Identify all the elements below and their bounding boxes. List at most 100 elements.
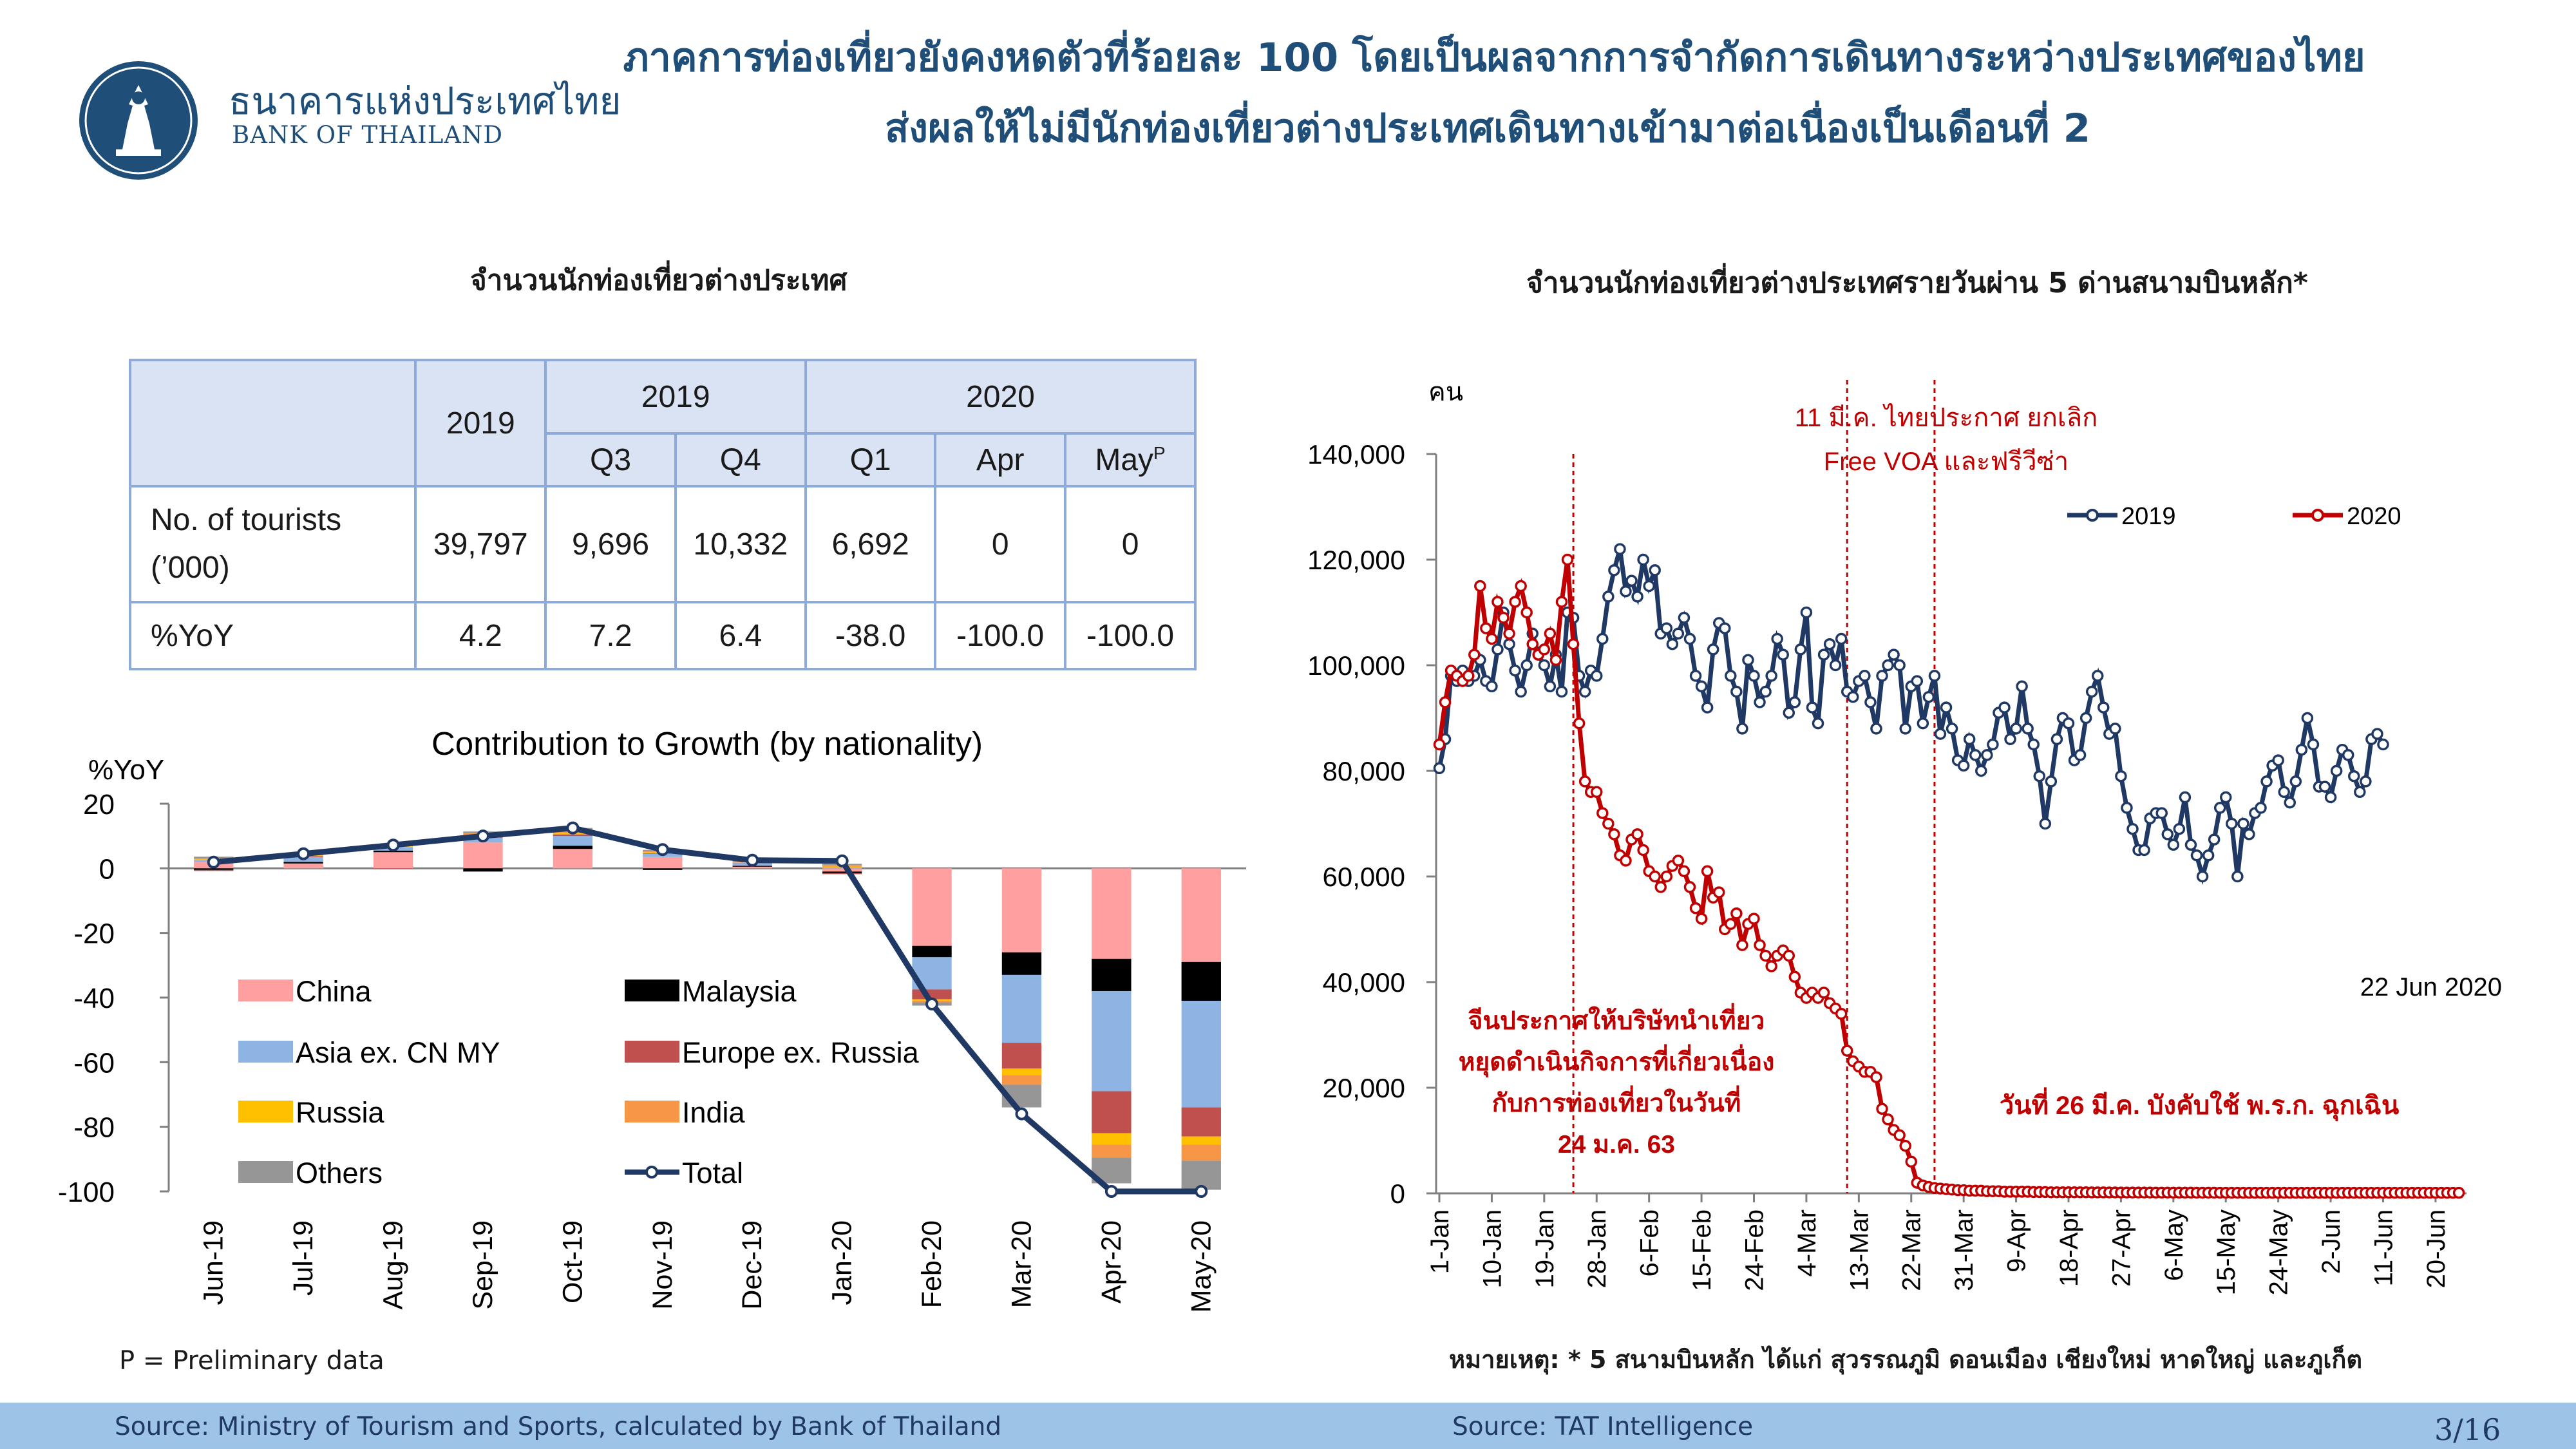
data-point — [2179, 791, 2192, 804]
bar-segment — [1001, 1075, 1042, 1085]
y-tick-label: 20,000 — [1323, 1073, 1405, 1103]
annotation-visa: 11 มี.ค. ไทยประกาศ ยกเลิก — [1795, 403, 2098, 432]
data-point — [2184, 838, 2197, 851]
data-point — [1765, 960, 1777, 972]
table-header-2019: 2019 — [414, 359, 547, 488]
x-tick-label: Dec-19 — [737, 1220, 768, 1310]
x-tick-label: 18-Apr — [2055, 1209, 2083, 1287]
table-cell: 0 — [934, 485, 1067, 603]
data-point — [1847, 690, 1859, 703]
contrib-y-axis-label: %YoY — [88, 754, 164, 786]
data-point — [2045, 775, 2058, 788]
data-point — [1643, 580, 1655, 592]
data-point — [1754, 939, 1766, 951]
x-tick-label: 20-Jun — [2422, 1209, 2450, 1288]
data-point — [2022, 723, 2034, 735]
data-point — [1817, 987, 1830, 999]
data-point — [1812, 717, 1824, 730]
legend-swatch — [238, 1041, 293, 1063]
page-number: 3/16 — [2434, 1412, 2501, 1447]
data-point — [1578, 775, 1591, 788]
data-point — [1660, 622, 1673, 634]
x-tick-label: Jul-19 — [288, 1220, 319, 1296]
bar-segment — [822, 867, 862, 869]
data-point — [2091, 670, 2104, 682]
data-point — [1637, 844, 1649, 857]
x-tick-label: 22-Mar — [1898, 1209, 1926, 1291]
data-point — [1917, 717, 1929, 730]
data-point — [1899, 723, 1911, 735]
daily-section-title: จำนวนนักท่องเที่ยวต่างประเทศรายวันผ่าน 5… — [1526, 267, 2308, 299]
x-tick-label: Feb-20 — [916, 1220, 947, 1308]
bar-segment — [1181, 1001, 1221, 1108]
data-point — [1602, 591, 1615, 603]
legend-swatch — [238, 980, 293, 1001]
data-point — [1788, 971, 1801, 983]
data-point — [2173, 822, 2186, 835]
data-point — [1893, 659, 1906, 672]
data-point — [1608, 828, 1620, 840]
bar-segment — [1001, 952, 1042, 975]
table-header-group-2019: 2019 — [544, 359, 807, 435]
data-point — [1538, 643, 1551, 656]
bar-segment — [643, 857, 683, 869]
bar-segment — [194, 868, 234, 870]
legend-label: India — [682, 1096, 746, 1129]
data-point — [1893, 1129, 1906, 1142]
x-tick-label: 6-May — [2160, 1209, 2188, 1281]
total-point — [746, 853, 759, 867]
data-point — [1835, 1007, 1848, 1020]
x-tick-label: 13-Mar — [1845, 1209, 1873, 1291]
data-point — [1649, 870, 1661, 883]
x-tick-label: 10-Jan — [1478, 1209, 1506, 1288]
data-point — [1678, 611, 1690, 624]
table-corner-cell — [128, 359, 417, 488]
data-point — [1578, 685, 1591, 698]
x-tick-label: 24-May — [2265, 1209, 2293, 1295]
daily-y-axis-label: คน — [1428, 378, 1463, 406]
data-point — [1719, 622, 1731, 634]
data-point — [1503, 627, 1515, 640]
total-point — [1104, 1185, 1118, 1198]
y-tick-label: 140,000 — [1307, 439, 1405, 469]
contribution-chart: Contribution to Growth (by nationality)%… — [58, 725, 1246, 1312]
x-tick-label: 28-Jan — [1583, 1209, 1611, 1288]
bar-segment — [912, 945, 952, 958]
data-point — [1689, 902, 1702, 914]
x-tick-label: 15-May — [2212, 1209, 2240, 1295]
data-point — [1817, 649, 1830, 661]
data-point — [2301, 712, 2314, 724]
x-tick-label: Mar-20 — [1006, 1220, 1037, 1308]
data-point — [1439, 696, 1452, 708]
data-point — [1474, 580, 1486, 592]
data-point — [2190, 849, 2203, 862]
bar-segment — [553, 846, 593, 849]
data-point — [1783, 706, 1795, 719]
data-point — [1544, 680, 1557, 693]
x-tick-label: Aug-19 — [378, 1220, 409, 1310]
data-point — [2079, 712, 2092, 724]
data-point — [1462, 670, 1475, 682]
bar-segment — [1092, 868, 1132, 959]
data-point — [1555, 596, 1568, 608]
data-point — [1748, 670, 1760, 682]
airport-footnote: หมายเหตุ: * 5 สนามบินหลัก ได้แก่ สุวรรณภ… — [1449, 1345, 2363, 1374]
x-tick-label: May-20 — [1186, 1220, 1217, 1312]
data-point — [2219, 791, 2232, 804]
data-point — [2138, 844, 2150, 857]
bar-segment — [1092, 990, 1132, 1092]
data-point — [2260, 775, 2273, 788]
preliminary-note: P = Preliminary data — [119, 1346, 384, 1376]
row-label-yoy: %YoY — [128, 601, 417, 670]
data-point — [1829, 659, 1842, 672]
data-point — [2243, 828, 2255, 840]
data-point — [1678, 865, 1690, 878]
data-point — [1707, 643, 1719, 656]
data-point — [1736, 723, 1748, 735]
bar-segment — [1001, 1068, 1042, 1075]
data-point — [1590, 670, 1603, 682]
data-point — [2098, 701, 2110, 714]
data-point — [1509, 664, 1521, 677]
source-left: Source: Ministry of Tourism and Sports, … — [115, 1412, 1002, 1441]
legend-marker — [2086, 509, 2099, 522]
